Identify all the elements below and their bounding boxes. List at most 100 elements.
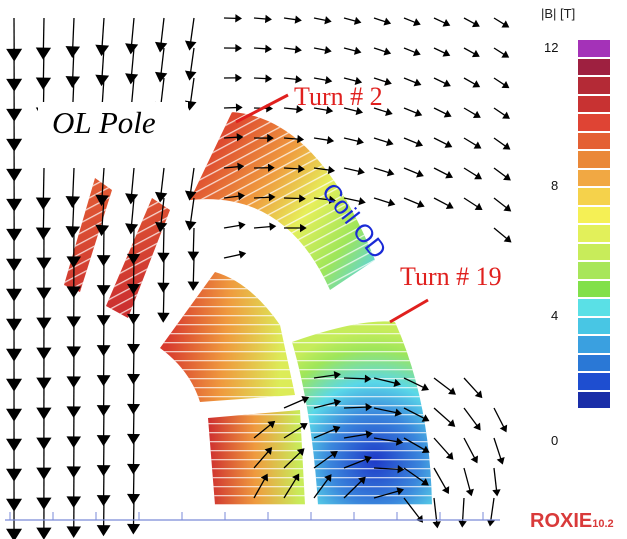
- field-arrow-shaft: [343, 17, 356, 22]
- field-arrow-shaft: [253, 424, 271, 439]
- field-arrow-head: [36, 527, 52, 539]
- field-arrow-head: [502, 142, 511, 150]
- field-arrow-head: [295, 75, 303, 84]
- field-arrow-shaft: [343, 197, 361, 202]
- field-arrow-head: [95, 194, 110, 207]
- field-arrow-head: [125, 43, 139, 55]
- field-arrow-head: [95, 74, 110, 87]
- field-arrow-shaft: [253, 77, 267, 80]
- field-arrow-head: [387, 198, 396, 207]
- field-arrow-head: [503, 173, 511, 181]
- field-arrow-shaft: [313, 402, 336, 409]
- field-arrow-shaft: [160, 197, 165, 224]
- field-arrow-head: [324, 76, 333, 85]
- field-arrow-head: [324, 474, 332, 482]
- field-arrow-shaft: [253, 47, 267, 50]
- field-arrow-head: [187, 251, 200, 261]
- field-arrow-shaft: [493, 77, 505, 86]
- field-arrow-shaft: [463, 437, 476, 459]
- field-arrow-head: [95, 44, 110, 57]
- colorbar-cell: [578, 243, 610, 260]
- colorbar-tick-12: 12: [544, 40, 559, 55]
- field-arrow-head: [474, 390, 483, 399]
- field-arrow-head: [397, 465, 405, 474]
- field-arrow-shaft: [253, 196, 270, 199]
- field-arrow-head: [384, 77, 392, 86]
- field-arrow-shaft: [433, 197, 449, 207]
- field-arrow-head: [154, 191, 168, 203]
- field-arrow-head: [125, 223, 139, 235]
- field-arrow-shaft: [283, 77, 297, 81]
- field-arrow-head: [365, 430, 373, 439]
- field-arrow-head: [235, 43, 243, 53]
- field-arrow-head: [265, 44, 272, 53]
- field-arrow-head: [413, 18, 421, 27]
- field-arrow-shaft: [433, 497, 438, 523]
- field-arrow-shaft: [162, 287, 165, 314]
- field-arrow-shaft: [343, 433, 367, 439]
- field-arrow-head: [492, 489, 501, 497]
- field-arrow-head: [444, 140, 453, 148]
- field-arrow-shaft: [189, 77, 195, 103]
- field-arrow-shaft: [313, 17, 326, 22]
- field-arrow-head: [329, 450, 338, 459]
- field-arrow-shaft: [160, 17, 165, 44]
- field-arrow-shaft: [373, 107, 388, 113]
- colorbar-cell: [578, 391, 610, 408]
- field-arrow-head: [125, 73, 139, 85]
- field-arrow-shaft: [313, 428, 336, 439]
- field-arrow-shaft: [373, 407, 397, 414]
- field-arrow-head: [412, 48, 421, 57]
- field-arrow-shaft: [72, 167, 75, 198]
- field-arrow-shaft: [192, 257, 195, 283]
- field-arrow-head: [473, 422, 481, 431]
- field-arrow-head: [385, 138, 394, 147]
- field-arrow-head: [445, 171, 454, 179]
- field-arrow-shaft: [283, 451, 301, 469]
- field-arrow-shaft: [493, 167, 507, 178]
- field-arrow-shaft: [433, 77, 446, 85]
- colorbar-tick-8: 8: [551, 178, 559, 193]
- field-arrow-head: [125, 193, 139, 205]
- field-arrow-head: [299, 423, 308, 431]
- field-arrow-shaft: [373, 47, 386, 53]
- field-arrow-head: [471, 19, 480, 28]
- x-axis-ticks: [9, 512, 484, 520]
- field-arrow-head: [503, 235, 512, 243]
- field-arrow-shaft: [493, 47, 505, 55]
- field-arrow-shaft: [343, 107, 358, 112]
- field-arrow-shaft: [463, 17, 475, 25]
- field-arrow-head: [413, 78, 422, 87]
- colorbar-cell: [578, 132, 610, 149]
- field-arrow-shaft: [313, 167, 330, 171]
- field-arrow-head: [421, 445, 430, 453]
- field-arrow-shaft: [433, 137, 448, 146]
- field-arrow-shaft: [373, 167, 389, 174]
- field-arrow-head: [356, 137, 364, 146]
- field-arrow-shaft: [189, 47, 195, 73]
- field-arrow-shaft: [160, 77, 165, 104]
- field-arrow-shaft: [253, 478, 266, 499]
- field-arrow-shaft: [223, 224, 240, 229]
- field-arrow-shaft: [162, 227, 165, 254]
- field-arrow-shaft: [403, 47, 416, 54]
- field-arrow-head: [235, 103, 243, 112]
- field-arrow-shaft: [433, 437, 450, 456]
- field-arrow-head: [502, 111, 510, 119]
- field-arrow-head: [235, 14, 243, 23]
- field-arrow-shaft: [72, 197, 75, 228]
- field-arrow-shaft: [433, 47, 446, 54]
- field-arrow-shaft: [223, 136, 238, 139]
- field-arrow-shaft: [42, 47, 45, 79]
- colorbar-cell: [578, 40, 610, 57]
- field-arrow-shaft: [283, 478, 297, 499]
- field-arrow-shaft: [343, 458, 367, 469]
- field-arrow-head: [332, 425, 341, 434]
- colorbar-cell: [578, 58, 610, 75]
- field-arrow-head: [421, 478, 429, 486]
- field-arrow-head: [471, 49, 480, 58]
- field-arrow-head: [432, 521, 441, 529]
- field-arrow-shaft: [433, 377, 452, 392]
- field-arrow-shaft: [461, 497, 465, 522]
- field-arrow-head: [65, 226, 81, 239]
